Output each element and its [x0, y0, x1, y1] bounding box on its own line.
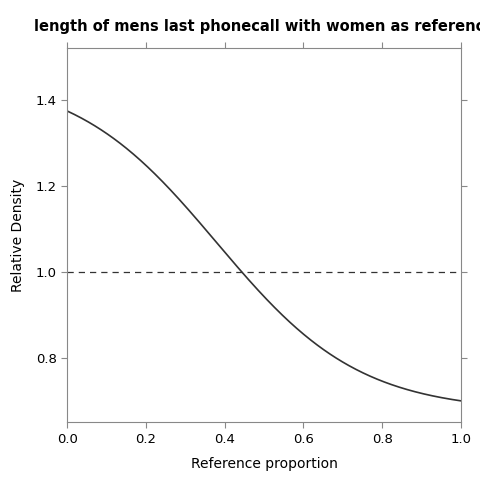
Title: length of mens last phonecall with women as reference: length of mens last phonecall with women…	[34, 19, 480, 35]
Y-axis label: Relative Density: Relative Density	[11, 179, 24, 292]
X-axis label: Reference proportion: Reference proportion	[191, 457, 337, 471]
